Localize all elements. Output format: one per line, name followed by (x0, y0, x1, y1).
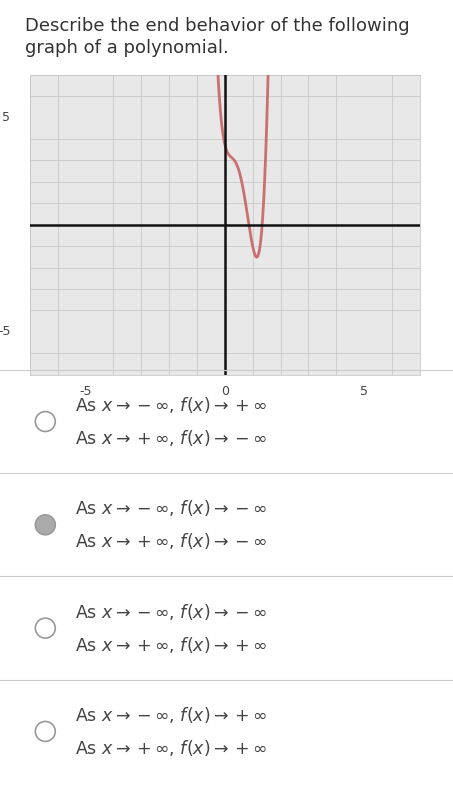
Text: As $x \rightarrow +\infty$, $f(x) \rightarrow -\infty$: As $x \rightarrow +\infty$, $f(x) \right… (75, 531, 267, 552)
Text: As $x \rightarrow +\infty$, $f(x) \rightarrow +\infty$: As $x \rightarrow +\infty$, $f(x) \right… (75, 738, 267, 758)
Text: Describe the end behavior of the following: Describe the end behavior of the followi… (25, 17, 410, 35)
Text: As $x \rightarrow +\infty$, $f(x) \rightarrow -\infty$: As $x \rightarrow +\infty$, $f(x) \right… (75, 428, 267, 448)
Text: graph of a polynomial.: graph of a polynomial. (25, 39, 229, 57)
Text: As $x \rightarrow -\infty$, $f(x) \rightarrow -\infty$: As $x \rightarrow -\infty$, $f(x) \right… (75, 498, 267, 519)
Text: As $x \rightarrow -\infty$, $f(x) \rightarrow +\infty$: As $x \rightarrow -\infty$, $f(x) \right… (75, 395, 267, 415)
Text: As $x \rightarrow -\infty$, $f(x) \rightarrow -\infty$: As $x \rightarrow -\infty$, $f(x) \right… (75, 601, 267, 622)
Text: As $x \rightarrow +\infty$, $f(x) \rightarrow +\infty$: As $x \rightarrow +\infty$, $f(x) \right… (75, 634, 267, 655)
Text: 5: 5 (360, 386, 368, 398)
Text: -5: -5 (79, 386, 92, 398)
Text: 0: 0 (221, 386, 229, 398)
Text: 5: 5 (2, 111, 10, 124)
Text: As $x \rightarrow -\infty$, $f(x) \rightarrow +\infty$: As $x \rightarrow -\infty$, $f(x) \right… (75, 705, 267, 725)
Text: -5: -5 (0, 325, 10, 338)
